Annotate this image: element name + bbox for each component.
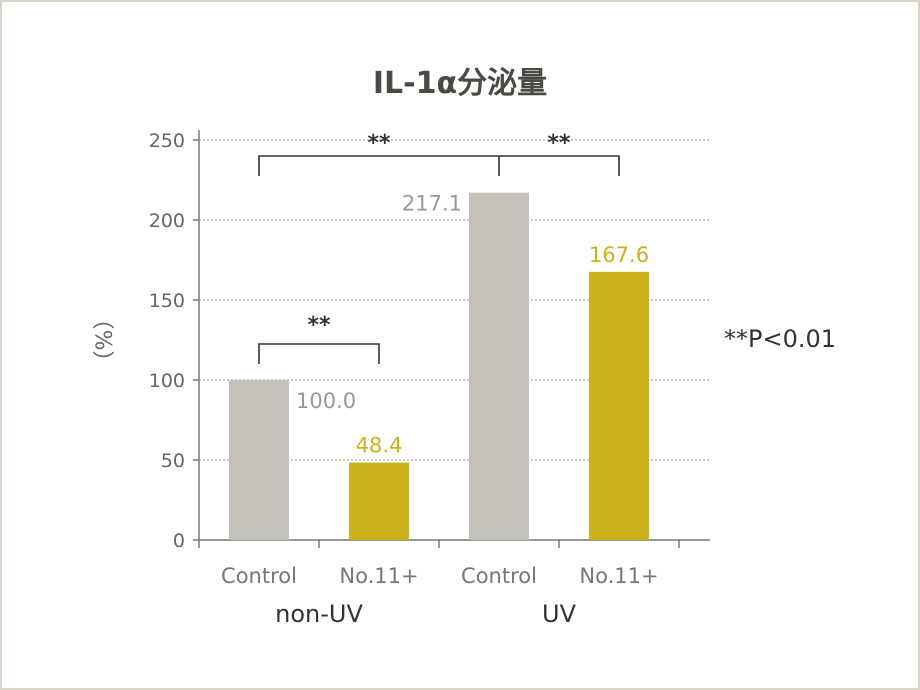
bar [229,380,289,540]
significance-mark: ** [307,313,331,338]
y-tick-label: 250 [149,130,185,152]
x-tick-label: No.11+ [339,564,418,588]
x-tick-label: Control [461,564,537,588]
x-tick-label: Control [221,564,297,588]
y-tick-label: 150 [149,290,185,312]
bar [349,462,409,540]
y-tick-label: 50 [161,450,185,472]
significance-bracket [258,343,380,364]
data-label: 217.1 [402,192,462,216]
significance-mark: ** [547,131,571,156]
y-tick-label: 100 [149,370,185,392]
data-label: 167.6 [589,243,649,267]
y-tick-label: 200 [149,210,185,232]
y-tick-label: 0 [173,530,185,552]
significance-mark: ** [367,131,391,156]
bar [469,192,529,540]
bar [589,271,649,540]
data-label: 48.4 [356,434,403,458]
group-label: non-UV [275,600,363,628]
data-label: 100.0 [296,389,356,413]
significance-note: **P<0.01 [724,325,837,353]
x-tick-label: No.11+ [579,564,658,588]
y-axis-label: （%） [93,308,118,373]
group-label: UV [542,600,577,628]
chart-title: IL-1α分泌量 [372,66,548,101]
significance-bracket [258,155,620,176]
